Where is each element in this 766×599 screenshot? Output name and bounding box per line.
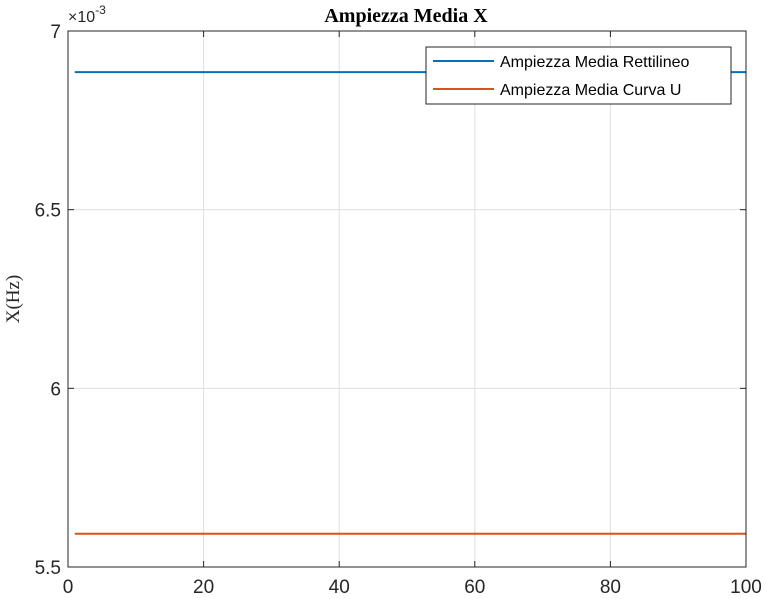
x-tick-label: 80 [600, 577, 621, 598]
x-tick-label: 60 [464, 577, 485, 598]
plot-area [68, 31, 746, 567]
axes-box [67, 30, 747, 568]
x-tick-label: 20 [193, 577, 214, 598]
y-tick-label: 7 [50, 22, 61, 43]
x-tick-label: 0 [63, 577, 74, 598]
y-tick-label: 6.5 [35, 201, 61, 222]
y-tick-label: 6 [50, 379, 61, 400]
y-exponent: ×10-3 [68, 3, 106, 26]
legend: Ampiezza Media Rettilineo Ampiezza Media … [425, 46, 732, 105]
ticks [67, 30, 747, 568]
y-exponent-base: ×10 [68, 9, 95, 26]
legend-box [425, 46, 732, 105]
legend-label-0: Ampiezza Media Rettilineo [500, 54, 690, 71]
tick-labels: 0 20 40 60 80 100 5.5 6 6.5 7 [35, 22, 762, 598]
y-tick-label: 5.5 [35, 558, 61, 579]
y-axis-label: X(Hz) [3, 275, 24, 324]
legend-label-1: Ampiezza Media Curva U [500, 82, 681, 99]
x-tick-label: 100 [730, 577, 762, 598]
y-exponent-power: -3 [95, 3, 106, 17]
grid [68, 31, 746, 567]
svg-text:×10-3: ×10-3 [68, 3, 106, 26]
x-tick-label: 40 [329, 577, 350, 598]
chart-title: Ampiezza Media X [324, 5, 488, 27]
